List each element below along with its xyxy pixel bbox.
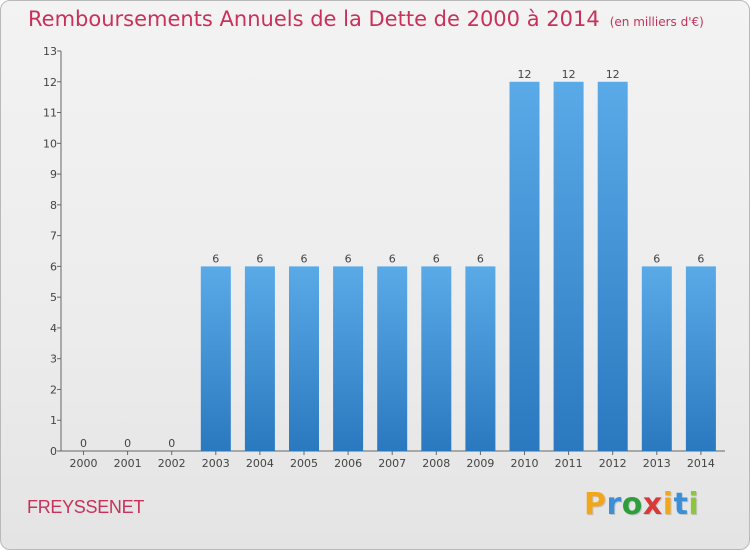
logo-letter: o — [621, 487, 643, 522]
data-label: 12 — [606, 68, 620, 81]
y-tick-label: 9 — [50, 168, 57, 181]
x-tick-label: 2001 — [114, 457, 142, 470]
bar — [244, 266, 275, 451]
x-tick-label: 2007 — [378, 457, 406, 470]
chart-title-text: Remboursements Annuels de la Dette de 20… — [28, 7, 600, 31]
logo-letter: t — [673, 487, 689, 522]
data-label: 6 — [212, 252, 219, 265]
y-tick-label: 4 — [50, 322, 57, 335]
x-tick-label: 2008 — [422, 457, 450, 470]
chart-data-labels: 0 0 0 6 6 6 6 6 6 6 12 12 12 6 6 — [80, 68, 704, 450]
x-tick-label: 2011 — [555, 457, 583, 470]
y-tick-label: 0 — [50, 445, 57, 458]
bar — [685, 266, 716, 451]
bar — [597, 81, 628, 452]
data-label: 6 — [697, 252, 704, 265]
x-tick-label: 2002 — [158, 457, 186, 470]
data-label: 6 — [477, 252, 484, 265]
chart-bars — [200, 81, 716, 452]
y-tick-label: 1 — [50, 414, 57, 427]
data-label: 6 — [256, 252, 263, 265]
y-tick-label: 6 — [50, 260, 57, 273]
data-label: 6 — [653, 252, 660, 265]
bar — [377, 266, 408, 451]
x-tick-label: 2009 — [466, 457, 494, 470]
y-tick-label: 7 — [50, 230, 57, 243]
x-tick-label: 2000 — [70, 457, 98, 470]
bar — [421, 266, 452, 451]
data-label: 12 — [518, 68, 532, 81]
y-tick-label: 2 — [50, 383, 57, 396]
data-label: 6 — [389, 252, 396, 265]
proxiti-logo: Proxiti — [584, 487, 699, 522]
bar — [465, 266, 496, 451]
y-tick-label: 3 — [50, 353, 57, 366]
bar — [333, 266, 364, 451]
logo-letter: x — [642, 487, 663, 522]
bar — [509, 81, 540, 452]
data-label: 0 — [124, 437, 131, 450]
data-label: 12 — [562, 68, 576, 81]
bar — [641, 266, 672, 451]
data-label: 0 — [168, 437, 175, 450]
logo-letter: r — [606, 487, 622, 522]
logo-letter: i — [688, 487, 700, 522]
x-tick-label: 2010 — [511, 457, 539, 470]
x-tick-label: 2012 — [599, 457, 627, 470]
bar — [553, 81, 584, 452]
commune-name: FREYSSENET — [27, 497, 145, 517]
y-tick-label: 8 — [50, 199, 57, 212]
x-tick-label: 2003 — [202, 457, 230, 470]
y-tick-label: 5 — [50, 291, 57, 304]
data-label: 0 — [80, 437, 87, 450]
x-tick-label: 2013 — [643, 457, 671, 470]
y-tick-label: 13 — [43, 45, 57, 58]
y-tick-label: 10 — [43, 137, 57, 150]
y-tick-label: 12 — [43, 76, 57, 89]
data-label: 6 — [345, 252, 352, 265]
y-tick-label: 11 — [43, 107, 57, 120]
chart-title: Remboursements Annuels de la Dette de 20… — [28, 7, 704, 31]
chart-subtitle: (en milliers d'€) — [609, 15, 704, 29]
logo-letter: i — [662, 487, 674, 522]
data-label: 6 — [433, 252, 440, 265]
x-tick-label: 2004 — [246, 457, 274, 470]
bar — [289, 266, 319, 451]
data-label: 6 — [301, 252, 308, 265]
x-tick-label: 2005 — [290, 457, 318, 470]
x-tick-label: 2006 — [334, 457, 362, 470]
bar — [200, 266, 231, 451]
logo-letter: P — [584, 487, 607, 522]
x-tick-label: 2014 — [687, 457, 715, 470]
